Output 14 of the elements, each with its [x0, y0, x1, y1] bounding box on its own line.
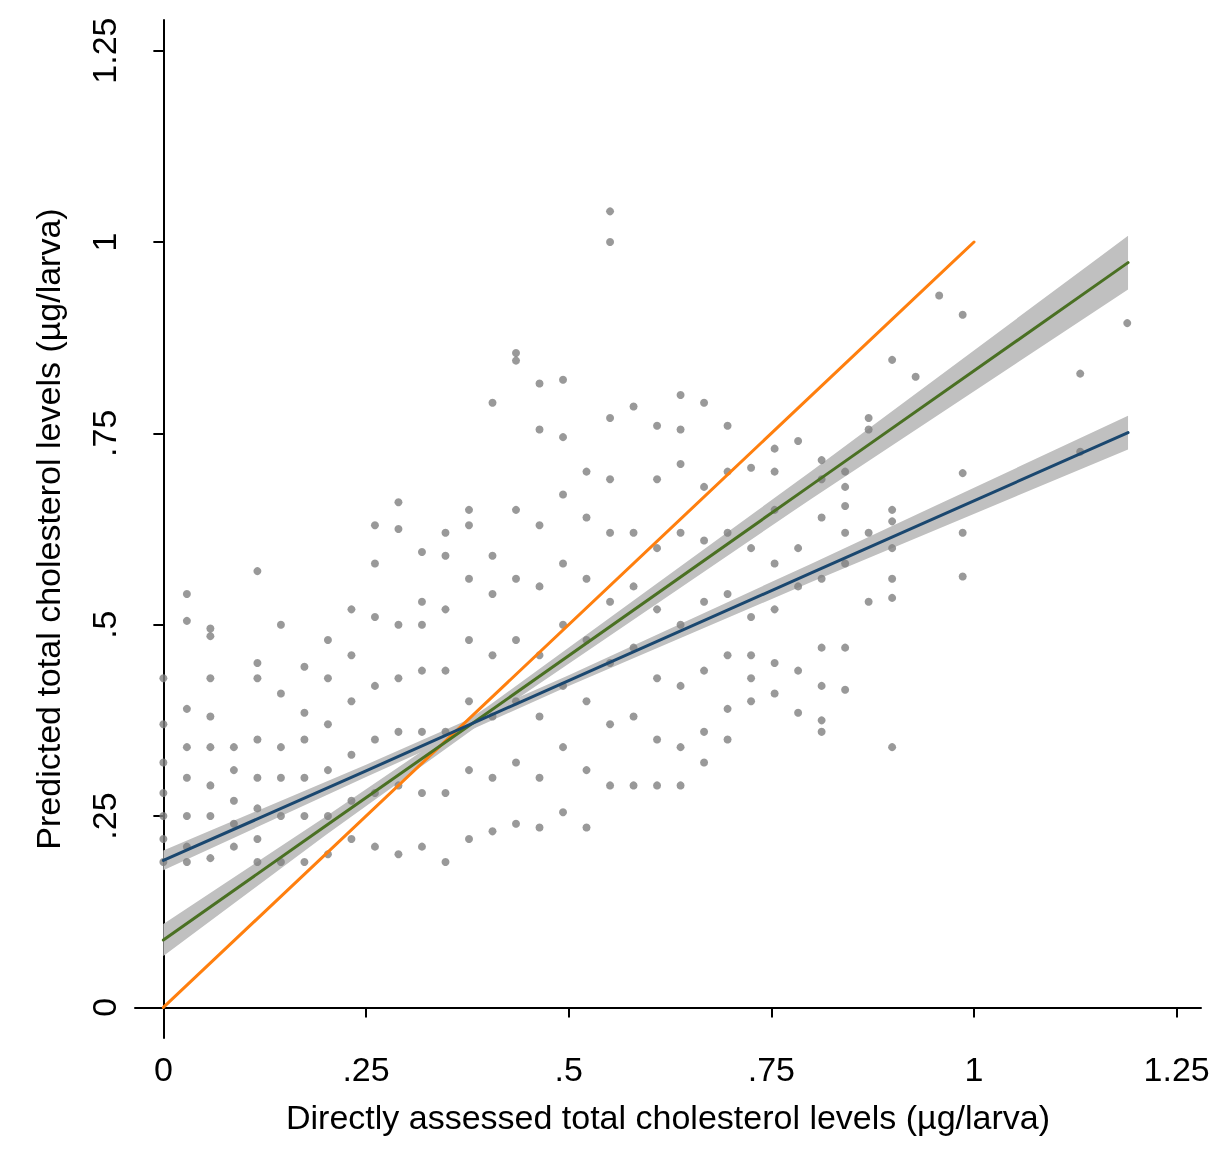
x-tick-label: .5 [554, 1050, 583, 1088]
y-tick-label: .5 [85, 610, 123, 639]
y-tick-label: 0 [85, 997, 123, 1017]
y-tick-label: .75 [85, 409, 123, 457]
y-axis-title: Predicted total cholesterol levels (µg/larva) [29, 208, 67, 850]
x-tick-label: 0 [153, 1050, 173, 1088]
x-tick-label: .75 [747, 1050, 795, 1088]
y-tick-label: 1.25 [85, 17, 123, 84]
x-axis-title: Directly assessed total cholesterol levels (µg/larva) [285, 1098, 1051, 1136]
y-tick-label: 1 [85, 232, 123, 252]
x-tick-label: 1 [964, 1050, 984, 1088]
y-tick-label: .25 [85, 792, 123, 840]
x-tick-label: .25 [342, 1050, 390, 1088]
x-tick-label: 1.25 [1143, 1050, 1210, 1088]
